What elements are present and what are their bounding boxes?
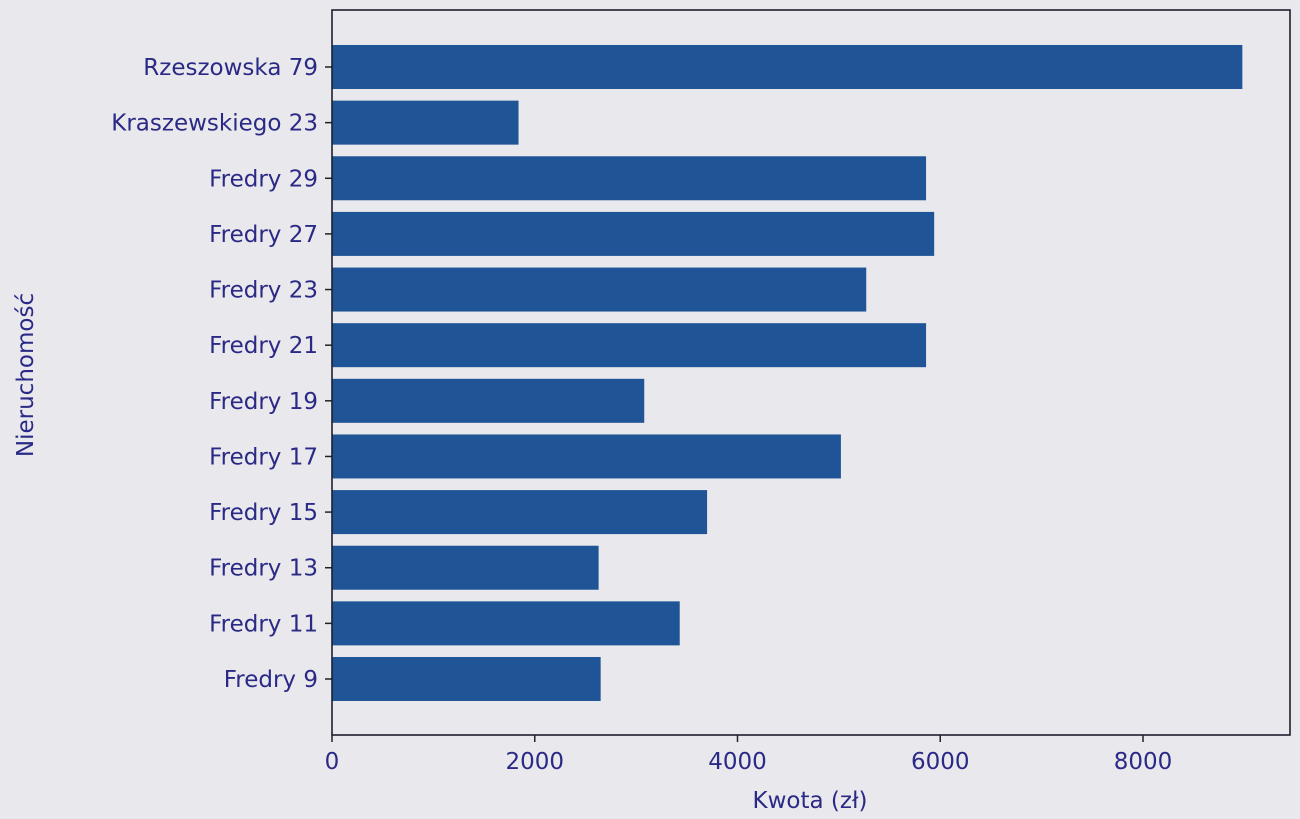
x-tick-label: 8000: [1114, 749, 1173, 775]
y-tick-label: Fredry 29: [209, 166, 318, 192]
y-axis-label: Nieruchomość: [13, 293, 39, 457]
bar: [332, 490, 708, 535]
x-tick-label: 6000: [911, 749, 970, 775]
y-tick-label: Rzeszowska 79: [143, 55, 318, 81]
axes-layer: Rzeszowska 79 Kraszewskiego 23 Fredry 29 Fr…: [111, 9, 1291, 775]
x-tick-label: 2000: [505, 749, 564, 775]
y-tick-label: Fredry 27: [209, 222, 318, 248]
y-tick-label: Fredry 9: [224, 667, 318, 693]
y-tick-label: Fredry 19: [209, 389, 318, 415]
x-tick-label: 4000: [708, 749, 767, 775]
y-tick-label: Fredry 17: [209, 444, 318, 470]
bar: [332, 657, 601, 701]
y-tick-label: Fredry 23: [209, 278, 318, 304]
y-tick-label: Kraszewskiego 23: [111, 111, 318, 137]
y-tick-label: Fredry 21: [209, 333, 318, 359]
bar: [332, 434, 841, 479]
bar: [332, 601, 680, 646]
bar: [332, 211, 935, 256]
x-axis-label: Kwota (zł): [753, 788, 868, 814]
y-tick-label: Fredry 13: [209, 556, 318, 582]
bars-layer: [332, 45, 1243, 701]
plot-frame: [331, 9, 1291, 736]
bar: [332, 378, 645, 423]
y-tick-label: Fredry 15: [209, 500, 318, 526]
y-tick-label: Fredry 11: [209, 611, 318, 637]
x-tick-label: 0: [325, 749, 340, 775]
bar: [332, 100, 519, 145]
bar: [332, 45, 1243, 89]
bar: [332, 267, 867, 312]
bar: [332, 156, 927, 201]
bar: [332, 323, 927, 368]
bar: [332, 545, 599, 590]
